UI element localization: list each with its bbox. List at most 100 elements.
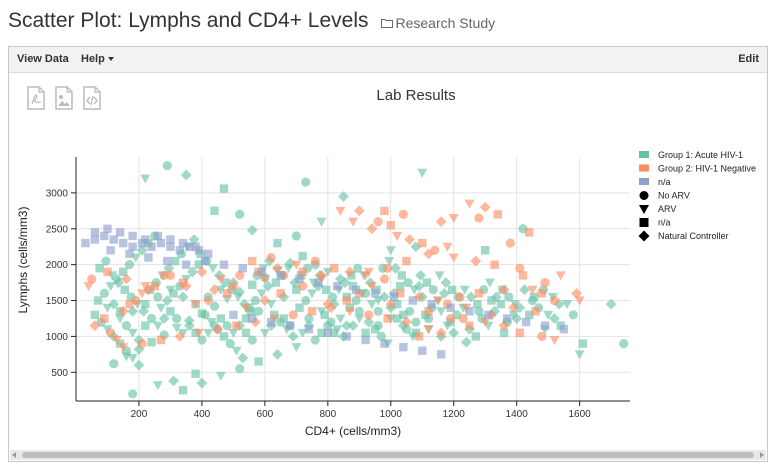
data-point (339, 277, 351, 288)
data-point (81, 238, 90, 248)
data-point (446, 303, 455, 312)
data-point (342, 332, 351, 341)
data-point (332, 325, 343, 335)
data-point (127, 353, 138, 363)
data-point (480, 318, 491, 328)
scrollbar-thumb[interactable] (22, 452, 754, 458)
data-point (215, 285, 226, 295)
data-point (619, 338, 629, 349)
horizontal-scrollbar[interactable] (10, 450, 766, 460)
data-point (373, 296, 384, 306)
data-point (344, 266, 356, 278)
data-point (137, 289, 148, 299)
data-point (455, 292, 465, 302)
data-point (295, 274, 304, 284)
data-point (448, 327, 460, 339)
pdf-icon[interactable] (26, 86, 46, 110)
chevron-down-icon (107, 57, 114, 62)
data-point (152, 321, 163, 331)
data-point (136, 244, 148, 256)
data-point (304, 313, 314, 324)
data-point (250, 295, 261, 306)
data-point (427, 299, 436, 309)
y-axis-label: Lymphs (cells/mm3) (16, 207, 30, 314)
data-point (505, 238, 515, 248)
data-point (310, 335, 320, 345)
data-point (191, 369, 200, 378)
data-point (200, 256, 210, 266)
data-point (379, 274, 390, 284)
data-point (408, 296, 418, 305)
x-tick-label: 1200 (443, 409, 466, 420)
data-point (405, 306, 415, 316)
data-point (210, 206, 219, 216)
toolbar: View Data Help Edit (9, 47, 767, 73)
data-point (435, 327, 447, 339)
data-point (276, 289, 285, 298)
data-point (141, 235, 150, 244)
data-point (424, 307, 433, 316)
data-point (279, 314, 288, 323)
data-point (484, 278, 495, 288)
scroll-left-icon[interactable] (12, 452, 16, 458)
data-point (165, 285, 176, 295)
data-point (316, 217, 327, 227)
y-tick-label: 1500 (46, 296, 69, 307)
view-data-button[interactable]: View Data (17, 53, 69, 65)
data-point (196, 377, 208, 389)
folder-link[interactable]: Research Study (380, 15, 495, 31)
data-point (228, 281, 238, 291)
data-point (127, 328, 138, 338)
data-point (383, 263, 393, 273)
data-point (434, 271, 445, 281)
data-point (320, 310, 329, 320)
data-point (225, 338, 235, 349)
data-point (106, 246, 115, 255)
image-icon[interactable] (54, 86, 74, 110)
data-point (152, 381, 163, 391)
data-point (119, 238, 128, 248)
data-point (102, 303, 113, 313)
data-point (423, 313, 434, 324)
data-point (221, 278, 230, 287)
page-title: Scatter Plot: Lymphs and CD4+ Levels (8, 9, 369, 32)
data-point (310, 256, 320, 266)
data-point (481, 246, 490, 255)
legend-label: No ARV (658, 191, 690, 201)
data-point (411, 317, 421, 327)
data-point (298, 267, 307, 277)
x-tick-label: 200 (131, 409, 148, 420)
data-point (354, 314, 365, 324)
data-point (348, 217, 358, 227)
data-point (527, 285, 538, 295)
data-point (204, 249, 213, 259)
data-point (141, 299, 150, 309)
data-point (322, 285, 331, 294)
data-point (109, 359, 119, 369)
data-point (459, 285, 470, 295)
help-menu-button[interactable]: Help (81, 53, 114, 65)
data-point (519, 284, 530, 296)
data-point (207, 264, 218, 274)
scroll-right-icon[interactable] (760, 452, 764, 458)
script-icon[interactable] (82, 86, 102, 110)
data-point (121, 321, 131, 331)
data-point (202, 295, 214, 306)
data-point (125, 249, 134, 259)
y-tick-label: 1000 (46, 332, 69, 343)
data-point (540, 321, 550, 330)
data-point (471, 332, 480, 341)
legend-label: ARV (658, 204, 676, 214)
data-point (235, 209, 245, 220)
data-point (341, 320, 353, 332)
data-point (193, 328, 204, 338)
data-point (188, 234, 200, 245)
edit-button[interactable]: Edit (738, 53, 759, 65)
data-point (131, 295, 141, 306)
data-point (335, 206, 346, 216)
data-point (298, 281, 308, 291)
folder-icon (380, 18, 393, 28)
data-point (259, 328, 270, 338)
data-point (543, 310, 554, 320)
data-point (366, 223, 378, 235)
